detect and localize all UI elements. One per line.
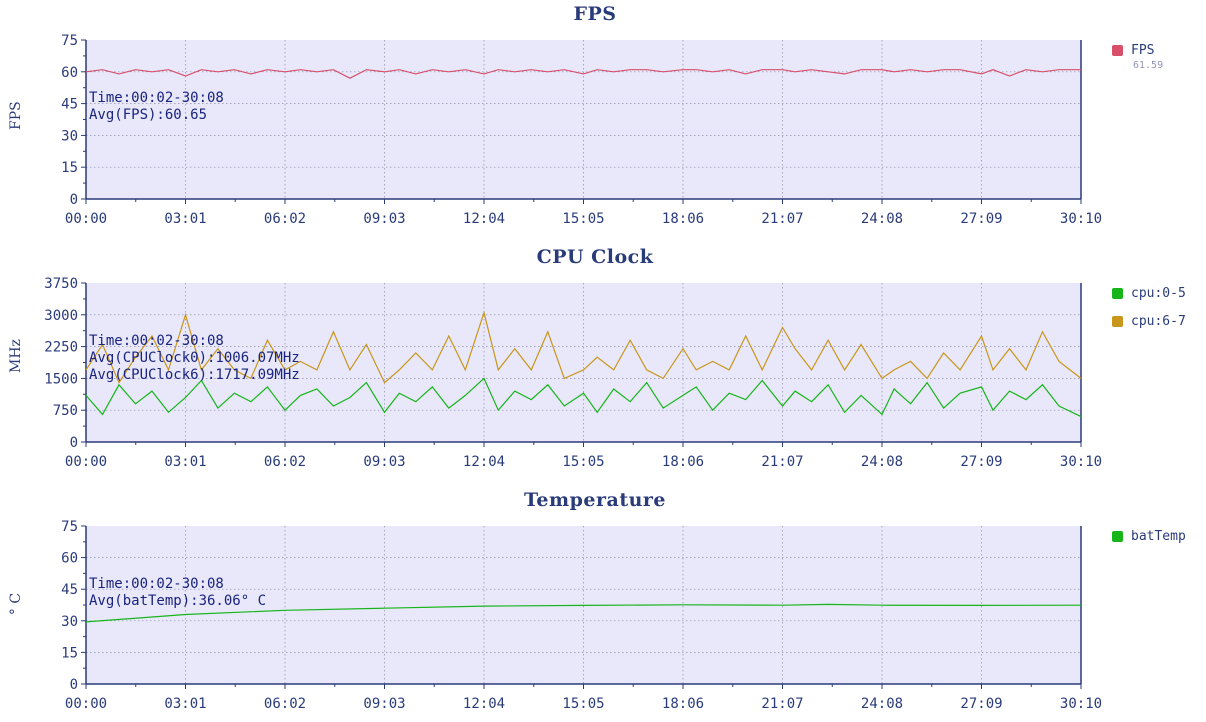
y-tick-label: 45 <box>61 582 78 598</box>
x-tick-label: 00:00 <box>65 696 107 712</box>
fps-chart-title: FPS <box>573 3 617 25</box>
x-tick-label: 18:06 <box>662 211 704 227</box>
legend-item-fps[interactable]: FPS <box>1112 41 1163 59</box>
x-tick-label: 15:05 <box>562 211 604 227</box>
x-tick-label: 30:10 <box>1060 211 1102 227</box>
x-tick-label: 12:04 <box>463 696 505 712</box>
legend-label-cpu-0-5: cpu:0-5 <box>1131 285 1186 301</box>
temperature-plot: 0 15 30 45 60 75 00:00 03:01 06:02 09:03 12:04 15:0… <box>61 519 1102 712</box>
y-tick-label: 15 <box>61 160 78 176</box>
legend-label-battemp: batTemp <box>1131 528 1186 544</box>
y-tick-label: 30 <box>61 614 78 630</box>
x-tick-label: 27:09 <box>960 696 1002 712</box>
legend-swatch-cpu-0-5 <box>1112 287 1123 299</box>
temperature-chart: Temperature ° C 0 15 30 45 60 75 00:00 03:01 06:… <box>0 486 1206 722</box>
y-tick-label: 0 <box>70 192 78 208</box>
cpu-clock-chart-title: CPU Clock <box>536 246 654 268</box>
y-tick-label: 75 <box>61 519 78 535</box>
x-tick-label: 03:01 <box>164 454 206 470</box>
y-tick-label: 45 <box>61 97 78 113</box>
temperature-legend: batTemp <box>1112 527 1186 555</box>
x-tick-label: 12:04 <box>463 454 505 470</box>
legend-label-cpu-6-7: cpu:6-7 <box>1131 313 1186 329</box>
legend-label-fps: FPS <box>1131 42 1155 58</box>
x-tick-label: 18:06 <box>662 454 704 470</box>
x-tick-label: 27:09 <box>960 211 1002 227</box>
cpu-clock-legend: cpu:0-5 cpu:6-7 <box>1112 284 1186 340</box>
legend-swatch-battemp <box>1112 530 1123 542</box>
x-tick-label: 03:01 <box>164 696 206 712</box>
series-line-batTemp <box>85 603 1082 623</box>
x-tick-label: 24:08 <box>861 454 903 470</box>
y-tick-label: 30 <box>61 128 78 144</box>
x-tick-label: 06:02 <box>264 211 306 227</box>
x-tick-label: 21:07 <box>761 211 803 227</box>
legend-value-fps: 61.59 <box>1133 60 1164 71</box>
y-tick-label: 1500 <box>44 371 78 387</box>
y-tick-label: 750 <box>53 403 78 419</box>
legend-item-battemp[interactable]: batTemp <box>1112 527 1186 545</box>
x-tick-label: 12:04 <box>463 211 505 227</box>
annotation-line: Avg(CPUClock6):1717.09MHz <box>89 367 300 383</box>
fps-chart: FPS FPS 0 15 30 45 60 75 00:00 03:01 06:02 09:03 1… <box>0 0 1206 240</box>
x-tick-label: 15:05 <box>562 454 604 470</box>
series-line-cpu-6-7 <box>85 310 1082 384</box>
x-tick-label: 30:10 <box>1060 696 1102 712</box>
y-tick-label: 15 <box>61 645 78 661</box>
plot-area-background <box>86 40 1081 199</box>
y-tick-label: 3750 <box>44 276 78 292</box>
y-tick-label: 0 <box>70 677 78 693</box>
x-tick-label: 21:07 <box>761 454 803 470</box>
y-tick-label: 0 <box>70 435 78 451</box>
x-tick-label: 00:00 <box>65 454 107 470</box>
x-tick-label: 09:03 <box>363 696 405 712</box>
y-tick-label: 75 <box>61 33 78 49</box>
y-tick-label: 60 <box>61 551 78 567</box>
y-tick-label: 2250 <box>44 340 78 356</box>
temperature-chart-title: Temperature <box>523 489 667 511</box>
x-tick-label: 00:00 <box>65 211 107 227</box>
x-tick-label: 27:09 <box>960 454 1002 470</box>
x-tick-label: 09:03 <box>363 454 405 470</box>
x-tick-label: 18:06 <box>662 696 704 712</box>
legend-item-cpu-6-7[interactable]: cpu:6-7 <box>1112 312 1186 330</box>
x-tick-label: 21:07 <box>761 696 803 712</box>
x-tick-label: 03:01 <box>164 211 206 227</box>
series-line-FPS <box>85 69 1081 79</box>
legend-item-cpu-0-5[interactable]: cpu:0-5 <box>1112 284 1186 302</box>
y-tick-label: 60 <box>61 65 78 81</box>
x-tick-label: 09:03 <box>363 211 405 227</box>
x-tick-label: 06:02 <box>264 696 306 712</box>
annotation-line: Time:00:02-30:08 <box>89 90 224 106</box>
cpu-clock-chart: CPU Clock MHz 0 750 1500 2250 3000 3750 00:00 0… <box>0 243 1206 483</box>
legend-swatch-fps <box>1112 44 1123 56</box>
fps-legend: FPS 61.59 <box>1112 41 1163 71</box>
annotation-line: Time:00:02-30:08 <box>89 576 224 592</box>
y-tick-label: 3000 <box>44 308 78 324</box>
cpu-clock-plot: 0 750 1500 2250 3000 3750 00:00 03:01 06:02 09:03… <box>44 276 1102 470</box>
x-tick-label: 24:08 <box>861 211 903 227</box>
x-tick-label: 06:02 <box>264 454 306 470</box>
x-tick-label: 15:05 <box>562 696 604 712</box>
annotation-line: Avg(batTemp):36.06° C <box>89 593 266 609</box>
annotation-line: Avg(FPS):60.65 <box>89 107 207 123</box>
series-line-cpu-0-5 <box>85 377 1082 418</box>
legend-swatch-cpu-6-7 <box>1112 315 1123 327</box>
fps-plot: 0 15 30 45 60 75 00:00 03:01 06:02 09:03 12:04 15:0… <box>61 33 1102 227</box>
x-tick-label: 30:10 <box>1060 454 1102 470</box>
annotation-line: Time:00:02-30:08 <box>89 333 224 349</box>
annotation-line: Avg(CPUClock0):1006.07MHz <box>89 350 300 366</box>
x-tick-label: 24:08 <box>861 696 903 712</box>
